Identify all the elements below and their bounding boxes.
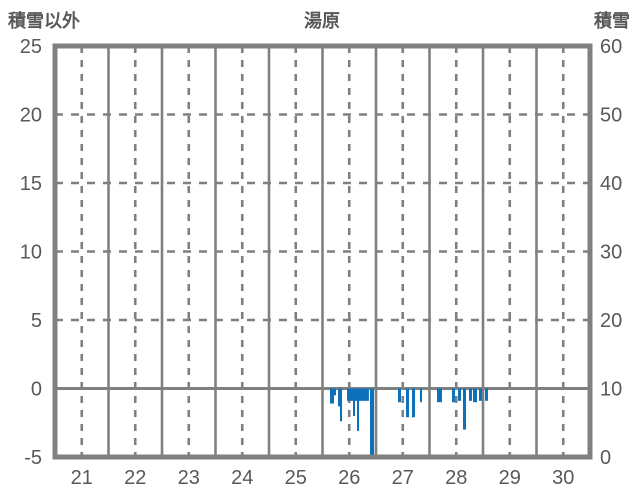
data-bar bbox=[458, 388, 462, 401]
left-axis-tick-label: 20 bbox=[20, 105, 42, 127]
left-axis-tick-label: 10 bbox=[20, 242, 42, 264]
data-bar bbox=[462, 388, 466, 430]
data-bar bbox=[478, 388, 482, 401]
right-axis-title: 積雪 bbox=[594, 11, 630, 31]
left-axis-tick-label: 0 bbox=[31, 379, 42, 401]
left-axis-tick-label: 15 bbox=[20, 173, 42, 195]
left-axis-tick-label: 5 bbox=[31, 310, 42, 332]
data-bar bbox=[397, 388, 401, 403]
plot-border bbox=[52, 43, 593, 460]
x-axis-tick-label: 24 bbox=[231, 467, 253, 489]
right-axis-tick-label: 20 bbox=[600, 310, 622, 332]
x-axis-tick-label: 21 bbox=[71, 467, 93, 489]
x-axis-tick-label: 30 bbox=[552, 467, 574, 489]
data-bar bbox=[352, 388, 356, 416]
data-bar bbox=[334, 388, 337, 396]
data-bar bbox=[370, 388, 375, 456]
data-bar bbox=[452, 388, 456, 403]
left-axis-tick-label: 25 bbox=[20, 36, 42, 58]
right-axis-tick-label: 40 bbox=[600, 173, 622, 195]
x-axis-tick-label: 28 bbox=[445, 467, 467, 489]
x-axis-tick-label: 26 bbox=[338, 467, 360, 489]
data-bar bbox=[468, 388, 472, 401]
data-bar bbox=[412, 388, 416, 418]
x-axis-tick-label: 23 bbox=[178, 467, 200, 489]
x-axis-tick-label: 25 bbox=[285, 467, 307, 489]
data-bar bbox=[484, 388, 488, 401]
right-axis-tick-label: 10 bbox=[600, 379, 622, 401]
left-axis-tick-label: -5 bbox=[24, 447, 42, 469]
data-bar bbox=[329, 388, 335, 404]
data-bar bbox=[338, 388, 341, 407]
data-bar bbox=[357, 388, 360, 431]
right-axis-tick-label: 50 bbox=[600, 105, 622, 127]
right-axis-tick-label: 30 bbox=[600, 242, 622, 264]
data-bar bbox=[472, 388, 478, 403]
x-axis-tick-label: 27 bbox=[392, 467, 414, 489]
data-bar bbox=[436, 388, 442, 403]
data-bar bbox=[339, 388, 343, 422]
data-bar bbox=[406, 388, 410, 418]
right-axis-tick-label: 0 bbox=[600, 447, 611, 469]
data-bar bbox=[419, 388, 423, 403]
left-axis-title: 積雪以外 bbox=[8, 11, 80, 31]
station-title: 湯原 bbox=[304, 11, 340, 31]
right-axis-tick-label: 60 bbox=[600, 36, 622, 58]
x-axis-tick-label: 29 bbox=[499, 467, 521, 489]
x-axis-tick-label: 22 bbox=[124, 467, 146, 489]
